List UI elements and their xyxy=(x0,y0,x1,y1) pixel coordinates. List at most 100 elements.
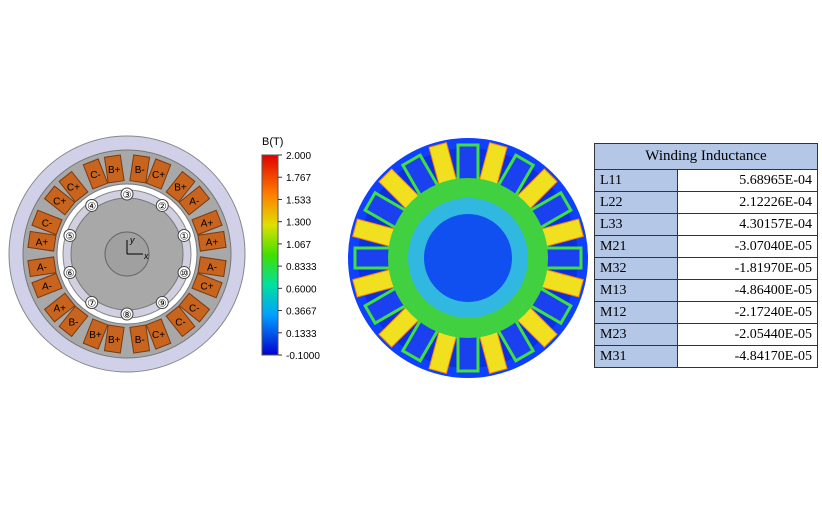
inductance-value: -4.86400E-05 xyxy=(677,279,818,302)
coil-label: C+ xyxy=(53,196,66,207)
slot-label: ⑤ xyxy=(65,231,74,242)
coil-label: B- xyxy=(68,317,78,328)
slot-marker xyxy=(85,296,99,310)
inductance-value: 4.30157E-04 xyxy=(677,213,818,236)
colorbar-label: 1.300 xyxy=(286,218,311,229)
field-slot xyxy=(456,143,480,183)
table-row: L33 4.30157E-04 xyxy=(594,213,818,236)
coil xyxy=(197,256,227,278)
coil-label: C+ xyxy=(200,282,213,293)
inductance-value: -2.17240E-05 xyxy=(677,301,818,324)
slot-marker xyxy=(120,187,134,201)
table-row: M21 -3.07040E-05 xyxy=(594,235,818,258)
coil xyxy=(129,324,151,354)
slot-marker xyxy=(63,266,77,280)
slot-marker xyxy=(120,307,134,321)
inductance-name: M32 xyxy=(594,257,678,280)
coil-label: A- xyxy=(189,196,199,207)
slot-marker xyxy=(63,228,77,242)
coil-label: A- xyxy=(42,282,52,293)
inductance-name: M12 xyxy=(594,301,678,324)
inductance-name: L33 xyxy=(594,213,678,236)
slot-label: ⑧ xyxy=(123,310,132,321)
coil xyxy=(165,170,196,203)
coil-label: B- xyxy=(135,165,145,176)
coil-label: B+ xyxy=(108,165,121,176)
inductance-name: M23 xyxy=(594,323,678,346)
table-row: M13 -4.86400E-05 xyxy=(594,279,818,302)
slot-label: ⑦ xyxy=(87,299,96,310)
slot-label: ③ xyxy=(123,190,132,201)
table-row: M23 -2.05440E-05 xyxy=(594,323,818,346)
colorbar-label: 1.767 xyxy=(286,173,311,184)
coil xyxy=(129,154,151,184)
slot-marker xyxy=(155,296,169,310)
table-row: L22 2.12226E-04 xyxy=(594,191,818,214)
colorbar xyxy=(261,154,279,356)
coil xyxy=(178,292,211,323)
inductance-name: L22 xyxy=(594,191,678,214)
colorbar-label: 0.6000 xyxy=(286,284,317,295)
x-label: x xyxy=(143,251,149,261)
coil-label: A+ xyxy=(201,218,214,229)
coil-label: A- xyxy=(207,263,217,274)
field-slot xyxy=(456,333,480,373)
inductance-value: 5.68965E-04 xyxy=(677,169,818,192)
table-row: M31 -4.84170E-05 xyxy=(594,345,818,368)
inductance-name: M13 xyxy=(594,279,678,302)
slot-label: ⑥ xyxy=(65,269,74,280)
coil xyxy=(31,209,63,236)
colorbar-label: 0.1333 xyxy=(286,329,317,340)
coil-label: C- xyxy=(189,304,200,315)
coil xyxy=(178,185,211,216)
table-row: L11 5.68965E-04 xyxy=(594,169,818,192)
coil xyxy=(103,154,125,184)
colorbar-label: 1.067 xyxy=(286,240,311,251)
colorbar-label: -0.1000 xyxy=(286,351,320,362)
motor-section: x y C- B+ B- C+B+A-A+A+A-C+C-C-C+B-B+B+B-A+… xyxy=(8,135,246,373)
y-label: y xyxy=(129,235,135,245)
inductance-name: M21 xyxy=(594,235,678,258)
colorbar-label: 0.3667 xyxy=(286,307,317,318)
inductance-value: -1.81970E-05 xyxy=(677,257,818,280)
coil xyxy=(191,209,223,236)
flux-map xyxy=(348,138,588,378)
slot-label: ② xyxy=(158,201,167,212)
coil-label: C+ xyxy=(152,170,165,181)
colorbar-label: 2.000 xyxy=(286,151,311,162)
coil-label: C- xyxy=(90,170,101,181)
slot-label: ① xyxy=(180,231,189,242)
coil xyxy=(27,230,57,252)
slot-marker xyxy=(177,228,191,242)
table-row: M12 -2.17240E-05 xyxy=(594,301,818,324)
inductance-value: -2.05440E-05 xyxy=(677,323,818,346)
coil xyxy=(43,185,76,216)
colorbar-label: 1.533 xyxy=(286,195,311,206)
coil xyxy=(82,318,109,350)
coil-label: A- xyxy=(37,263,47,274)
coil-label: B+ xyxy=(174,183,187,194)
inductance-table: Winding Inductance L11 5.68965E-04 L22 2.122… xyxy=(594,143,818,368)
coil xyxy=(145,318,172,350)
coil xyxy=(197,230,227,252)
field-slot xyxy=(543,246,583,270)
slot-label: ⑩ xyxy=(180,269,189,280)
field-shaft xyxy=(424,214,512,302)
inductance-value: 2.12226E-04 xyxy=(677,191,818,214)
coil-label: C+ xyxy=(152,330,165,341)
slot-marker xyxy=(155,198,169,212)
inductance-name: L11 xyxy=(594,169,678,192)
coil xyxy=(27,256,57,278)
coil-label: A+ xyxy=(53,304,66,315)
coil-label: C+ xyxy=(67,183,80,194)
table-row: M32 -1.81970E-05 xyxy=(594,257,818,280)
coil xyxy=(58,305,89,338)
slot-marker xyxy=(177,266,191,280)
coil-label: B- xyxy=(135,335,145,346)
coil xyxy=(165,305,196,338)
slot-label: ④ xyxy=(87,201,96,212)
inductance-name: M31 xyxy=(594,345,678,368)
coil-label: A+ xyxy=(36,237,49,248)
